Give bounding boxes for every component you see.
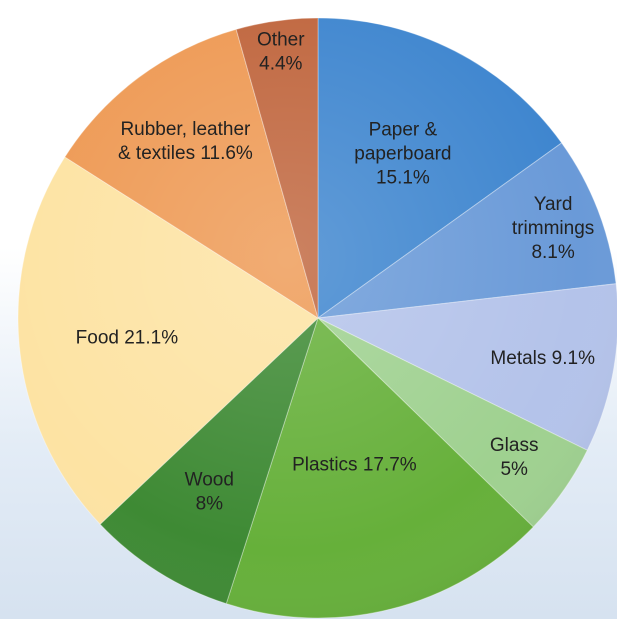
slice-label-rubber-leather-and-textiles: Rubber, leather & textiles 11.6% bbox=[118, 119, 253, 164]
slice-label-other: Other 4.4% bbox=[257, 30, 305, 75]
slice-label-wood: Wood 8% bbox=[185, 470, 234, 515]
slice-label-metals: Metals 9.1% bbox=[490, 348, 595, 369]
slice-label-plastics: Plastics 17.7% bbox=[292, 455, 417, 476]
slice-label-food: Food 21.1% bbox=[76, 327, 179, 348]
slice-label-yard-trimmings: Yard trimmings 8.1% bbox=[512, 194, 594, 263]
slice-label-glass: Glass 5% bbox=[490, 435, 539, 480]
slice-label-paper-and-paperboard: Paper & paperboard 15.1% bbox=[354, 120, 451, 189]
pie-slices bbox=[17, 17, 617, 619]
slice-labels: Paper & paperboard 15.1% Yard trimmings 8.1% M… bbox=[76, 30, 595, 515]
